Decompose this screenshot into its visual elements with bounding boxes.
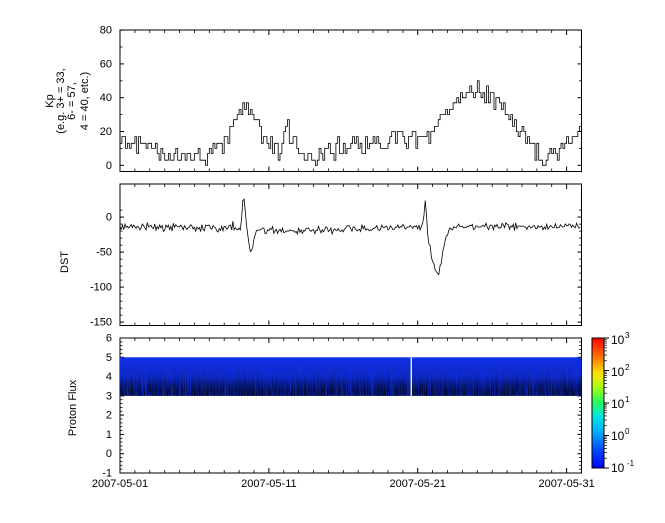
svg-text:-50: -50 — [96, 247, 112, 259]
svg-text:6- = 57,: 6- = 57, — [66, 82, 78, 120]
svg-text:0: 0 — [106, 448, 112, 460]
svg-text:0: 0 — [106, 212, 112, 224]
svg-text:-150: -150 — [90, 317, 112, 329]
svg-text:3: 3 — [106, 390, 112, 402]
svg-text:10: 10 — [611, 461, 625, 475]
svg-text:1: 1 — [106, 429, 112, 441]
svg-text:2007-05-11: 2007-05-11 — [241, 478, 296, 490]
svg-text:2007-05-01: 2007-05-01 — [92, 478, 148, 490]
svg-text:10: 10 — [611, 365, 625, 379]
svg-text:2: 2 — [106, 410, 112, 422]
svg-text:4 = 40, etc.): 4 = 40, etc.) — [79, 72, 91, 130]
svg-text:20: 20 — [100, 126, 112, 138]
svg-text:2007-05-21: 2007-05-21 — [390, 478, 446, 490]
svg-text:DST: DST — [59, 251, 71, 273]
svg-text:Proton Flux: Proton Flux — [67, 379, 79, 436]
svg-text:-1: -1 — [627, 459, 635, 468]
svg-text:40: 40 — [100, 92, 112, 104]
svg-text:5: 5 — [106, 352, 112, 364]
svg-text:3: 3 — [625, 331, 630, 340]
svg-text:80: 80 — [100, 25, 112, 37]
svg-text:10: 10 — [611, 397, 625, 411]
svg-text:2: 2 — [625, 363, 630, 372]
svg-text:0: 0 — [625, 427, 630, 436]
svg-text:4: 4 — [106, 371, 112, 383]
svg-text:10: 10 — [611, 429, 625, 443]
svg-text:60: 60 — [100, 58, 112, 70]
svg-text:2007-05-31: 2007-05-31 — [538, 478, 594, 490]
svg-text:0: 0 — [106, 160, 112, 172]
svg-text:-100: -100 — [90, 282, 112, 294]
svg-text:6: 6 — [106, 333, 112, 345]
svg-text:1: 1 — [625, 395, 630, 404]
svg-text:10: 10 — [611, 333, 625, 347]
